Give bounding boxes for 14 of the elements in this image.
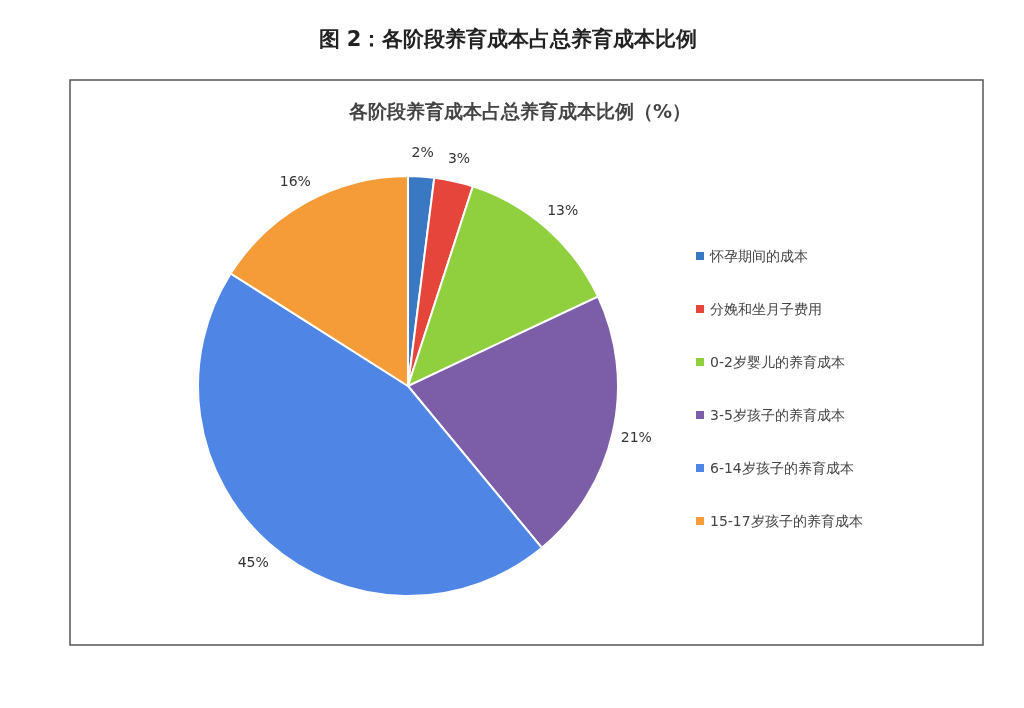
data-label: 2% (411, 144, 434, 161)
data-label: 21% (620, 429, 652, 446)
data-label: 45% (237, 553, 269, 570)
chart-title: 图 2：各阶段养育成本占总养育成本比例 (318, 27, 698, 51)
legend-label: 15-17岁孩子的养育成本 (710, 513, 863, 529)
legend-label: 6-14岁孩子的养育成本 (710, 460, 854, 476)
legend-label: 分娩和坐月子费用 (710, 301, 822, 317)
data-label: 3% (447, 149, 471, 166)
data-label: 16% (279, 172, 311, 189)
legend-label: 0-2岁婴儿的养育成本 (710, 354, 845, 370)
data-label: 13% (547, 202, 579, 219)
chart-subtitle: 各阶段养育成本占总养育成本比例（%） (347, 100, 692, 122)
legend-label: 怀孕期间的成本 (709, 248, 808, 264)
legend-label: 3-5岁孩子的养育成本 (710, 407, 845, 423)
